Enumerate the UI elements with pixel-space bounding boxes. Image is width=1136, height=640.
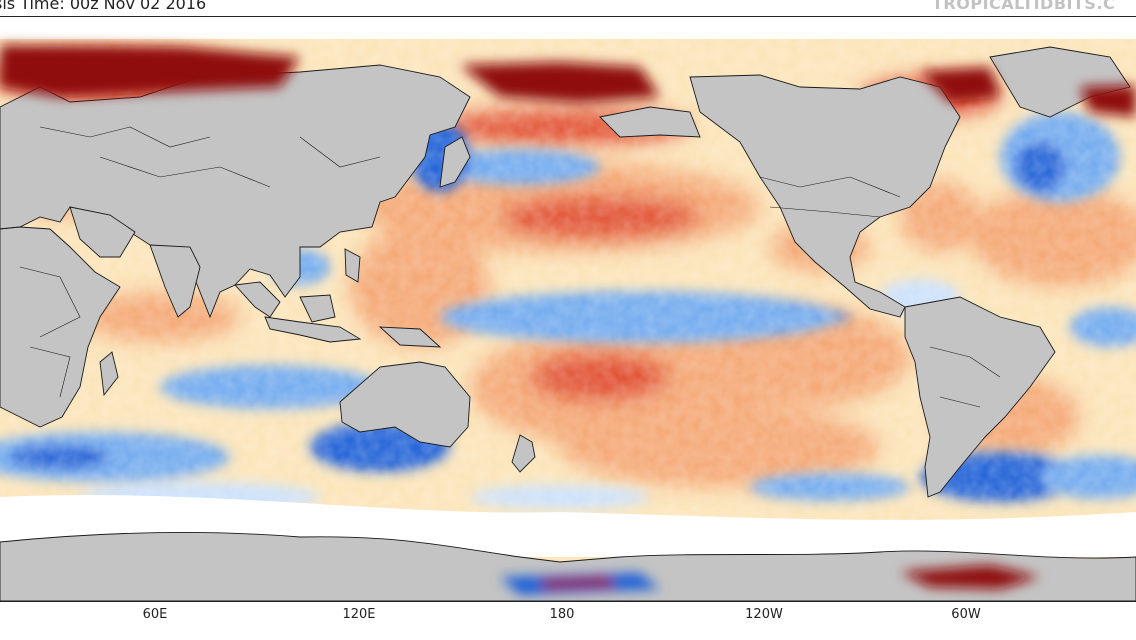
new-zealand-landmass <box>511 434 536 473</box>
longitude-axis: 60E 120E 180 120W 60W <box>0 601 1136 640</box>
philippines-landmass <box>344 248 361 283</box>
map-header: sis Time: 00z Nov 02 2016 TROPICALTIDBIT… <box>0 0 1136 16</box>
longitude-tick-label: 120E <box>342 607 376 622</box>
longitude-tick-label: 60E <box>142 607 168 622</box>
country-borders <box>19 126 1001 408</box>
borneo-landmass <box>299 294 336 323</box>
site-watermark: TROPICALTIDBITS.C <box>932 0 1116 13</box>
india-landmass <box>149 244 201 318</box>
sst-anomaly-map <box>0 16 1136 602</box>
arabia-landmass <box>69 206 136 258</box>
new-guinea-landmass <box>378 326 442 348</box>
northern-ice-band <box>0 17 1136 39</box>
north-america-landmass <box>689 74 961 318</box>
antarctica-landmass <box>0 531 1136 601</box>
extreme-anomalies <box>0 45 1136 595</box>
longitude-tick-label: 120W <box>745 607 783 622</box>
longitude-tick-label: 60W <box>951 607 981 622</box>
australia-landmass <box>339 361 471 448</box>
southeast-asia-landmass <box>234 281 281 318</box>
madagascar-landmass <box>99 351 119 397</box>
japan-landmass <box>439 136 471 188</box>
land-masses <box>0 46 1136 601</box>
south-america-landmass <box>904 296 1056 498</box>
map-canvas <box>0 17 1136 601</box>
longitude-tick-label: 180 <box>549 607 575 622</box>
alaska-landmass <box>599 106 701 138</box>
analysis-time-label: sis Time: 00z Nov 02 2016 <box>0 0 207 13</box>
indonesia-landmass <box>264 316 362 343</box>
